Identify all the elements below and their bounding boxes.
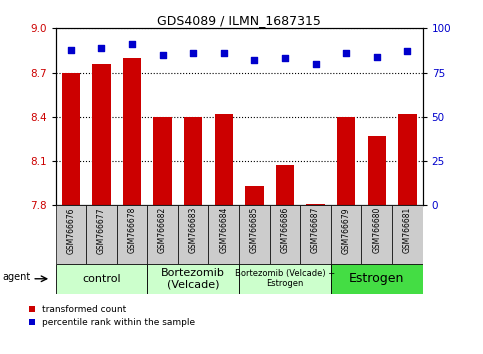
- Title: GDS4089 / ILMN_1687315: GDS4089 / ILMN_1687315: [157, 14, 321, 27]
- Bar: [331, 264, 423, 294]
- Bar: [331, 205, 361, 264]
- Bar: [398, 114, 416, 205]
- Text: GSM766676: GSM766676: [66, 207, 75, 253]
- Text: GSM766684: GSM766684: [219, 207, 228, 253]
- Bar: [245, 186, 264, 205]
- Point: [312, 61, 319, 67]
- Bar: [276, 165, 294, 205]
- Text: agent: agent: [3, 272, 31, 282]
- Bar: [361, 205, 392, 264]
- Bar: [147, 264, 239, 294]
- Bar: [239, 205, 270, 264]
- Bar: [337, 117, 355, 205]
- Legend: transformed count, percentile rank within the sample: transformed count, percentile rank withi…: [28, 306, 195, 327]
- Text: Bortezomib (Velcade) +
Estrogen: Bortezomib (Velcade) + Estrogen: [235, 269, 335, 289]
- Bar: [154, 117, 172, 205]
- Point: [67, 47, 75, 52]
- Text: Estrogen: Estrogen: [349, 272, 404, 285]
- Bar: [184, 117, 202, 205]
- Bar: [123, 58, 141, 205]
- Bar: [86, 205, 117, 264]
- Point: [159, 52, 167, 58]
- Bar: [306, 204, 325, 205]
- Bar: [300, 205, 331, 264]
- Text: GSM766686: GSM766686: [281, 207, 289, 253]
- Text: GSM766679: GSM766679: [341, 207, 351, 253]
- Point: [98, 45, 105, 51]
- Text: GSM766683: GSM766683: [189, 207, 198, 253]
- Text: GSM766680: GSM766680: [372, 207, 381, 253]
- Point: [128, 41, 136, 47]
- Bar: [147, 205, 178, 264]
- Point: [281, 56, 289, 61]
- Text: control: control: [82, 274, 121, 284]
- Bar: [117, 205, 147, 264]
- Point: [342, 50, 350, 56]
- Text: GSM766685: GSM766685: [250, 207, 259, 253]
- Point: [220, 50, 227, 56]
- Text: GSM766682: GSM766682: [158, 207, 167, 253]
- Text: GSM766681: GSM766681: [403, 207, 412, 253]
- Text: Bortezomib
(Velcade): Bortezomib (Velcade): [161, 268, 225, 290]
- Point: [373, 54, 381, 59]
- Bar: [270, 205, 300, 264]
- Bar: [239, 264, 331, 294]
- Bar: [56, 264, 147, 294]
- Text: GSM766677: GSM766677: [97, 207, 106, 253]
- Bar: [368, 136, 386, 205]
- Bar: [56, 205, 86, 264]
- Bar: [392, 205, 423, 264]
- Text: GSM766687: GSM766687: [311, 207, 320, 253]
- Bar: [214, 114, 233, 205]
- Bar: [209, 205, 239, 264]
- Text: GSM766678: GSM766678: [128, 207, 137, 253]
- Point: [403, 48, 411, 54]
- Bar: [62, 73, 80, 205]
- Point: [189, 50, 197, 56]
- Bar: [92, 64, 111, 205]
- Bar: [178, 205, 209, 264]
- Point: [251, 57, 258, 63]
